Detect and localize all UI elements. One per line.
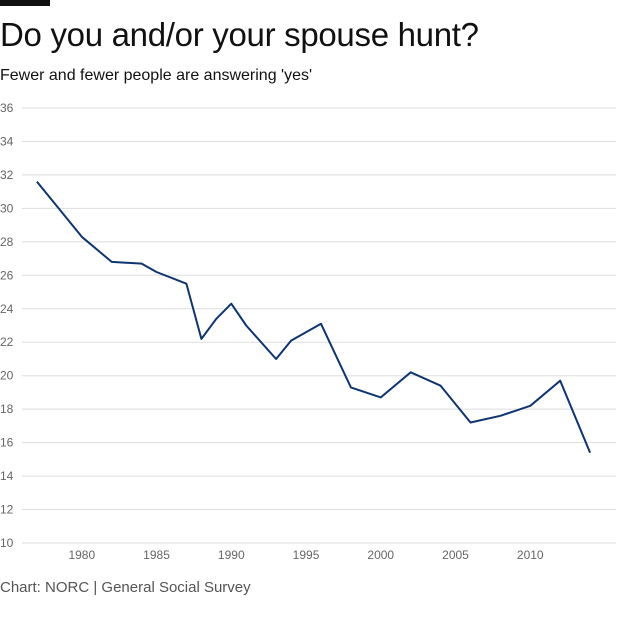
x-tick-label: 2010 [517,548,544,562]
data-point[interactable]: 1977: 31.6 [31,176,43,188]
x-tick-label: 1980 [68,548,95,562]
y-tick-label: 34 [0,134,14,148]
x-tick-label: 1995 [293,548,320,562]
x-tick-label: 2005 [442,548,469,562]
y-tick-label: 36 [0,101,14,115]
data-point[interactable]: 2000: 18.7 [375,391,387,403]
data-point[interactable]: 2002: 20.2 [405,366,417,378]
gridlines [22,107,616,544]
x-tick-label: 1990 [218,548,245,562]
accent-bar [0,0,50,6]
data-point[interactable]: 2012: 19.7 [554,375,566,387]
y-tick-label: 28 [0,235,14,249]
data-point[interactable]: 1980: 28.3 [76,231,88,243]
y-tick-label: 32 [0,168,14,182]
y-tick-label: 22 [0,335,14,349]
x-tick-label: 2000 [367,548,394,562]
y-tick-label: 12 [0,503,14,517]
data-point[interactable]: 1994: 22.1 [285,335,297,347]
data-point[interactable]: 1991: 23 [240,320,252,332]
data-point[interactable]: 1985: 26.2 [151,266,163,278]
x-axis-ticks: 1980 1985 1990 1995 2000 2005 2010 [68,548,543,562]
data-point[interactable]: 1989: 23.4 [210,313,222,325]
data-point[interactable]: 1990: 24.3 [225,298,237,310]
series-line-0 [36,180,592,454]
chart-subtitle: Fewer and fewer people are answering 'ye… [0,67,313,84]
y-tick-label: 14 [0,469,14,483]
y-axis-ticks: 10 12 14 16 18 20 22 24 26 28 30 32 34 36 [0,101,14,550]
y-tick-label: 16 [0,436,14,450]
y-tick-label: 10 [0,536,14,550]
data-point[interactable]: 1984: 26.7 [136,258,148,270]
y-tick-label: 20 [0,369,14,383]
data-point[interactable]: 2008: 17.6 [494,410,506,422]
y-tick-label: 24 [0,302,14,316]
y-tick-label: 18 [0,402,14,416]
line-chart: 10 12 14 16 18 20 22 24 26 28 30 32 34 36 1980 1985 199… [0,101,616,562]
chart-title: Do you and/or your spouse hunt? [0,16,479,53]
source-note: Chart: NORC | General Social Survey [0,579,251,596]
y-tick-label: 30 [0,201,14,215]
data-point[interactable]: 2010: 18.2 [524,400,536,412]
data-point[interactable]: 1996: 23.1 [315,318,327,330]
data-point[interactable]: 2014: 15.4 [584,447,596,459]
data-point[interactable]: 1982: 26.8 [106,256,118,268]
data-point[interactable]: 1988: 22.2 [195,333,207,345]
series-group: 1977: 31.6 1980: 28.3 1982: 26.8 1984: 26.7… [31,176,596,459]
data-point[interactable]: 2004: 19.4 [435,380,447,392]
data-point[interactable]: 2006: 17.2 [464,417,476,429]
y-tick-label: 26 [0,268,14,282]
data-point[interactable]: 1998: 19.3 [345,381,357,393]
x-tick-label: 1985 [143,548,170,562]
data-point[interactable]: 1987: 25.5 [180,278,192,290]
data-point[interactable]: 1993: 21 [270,353,282,365]
